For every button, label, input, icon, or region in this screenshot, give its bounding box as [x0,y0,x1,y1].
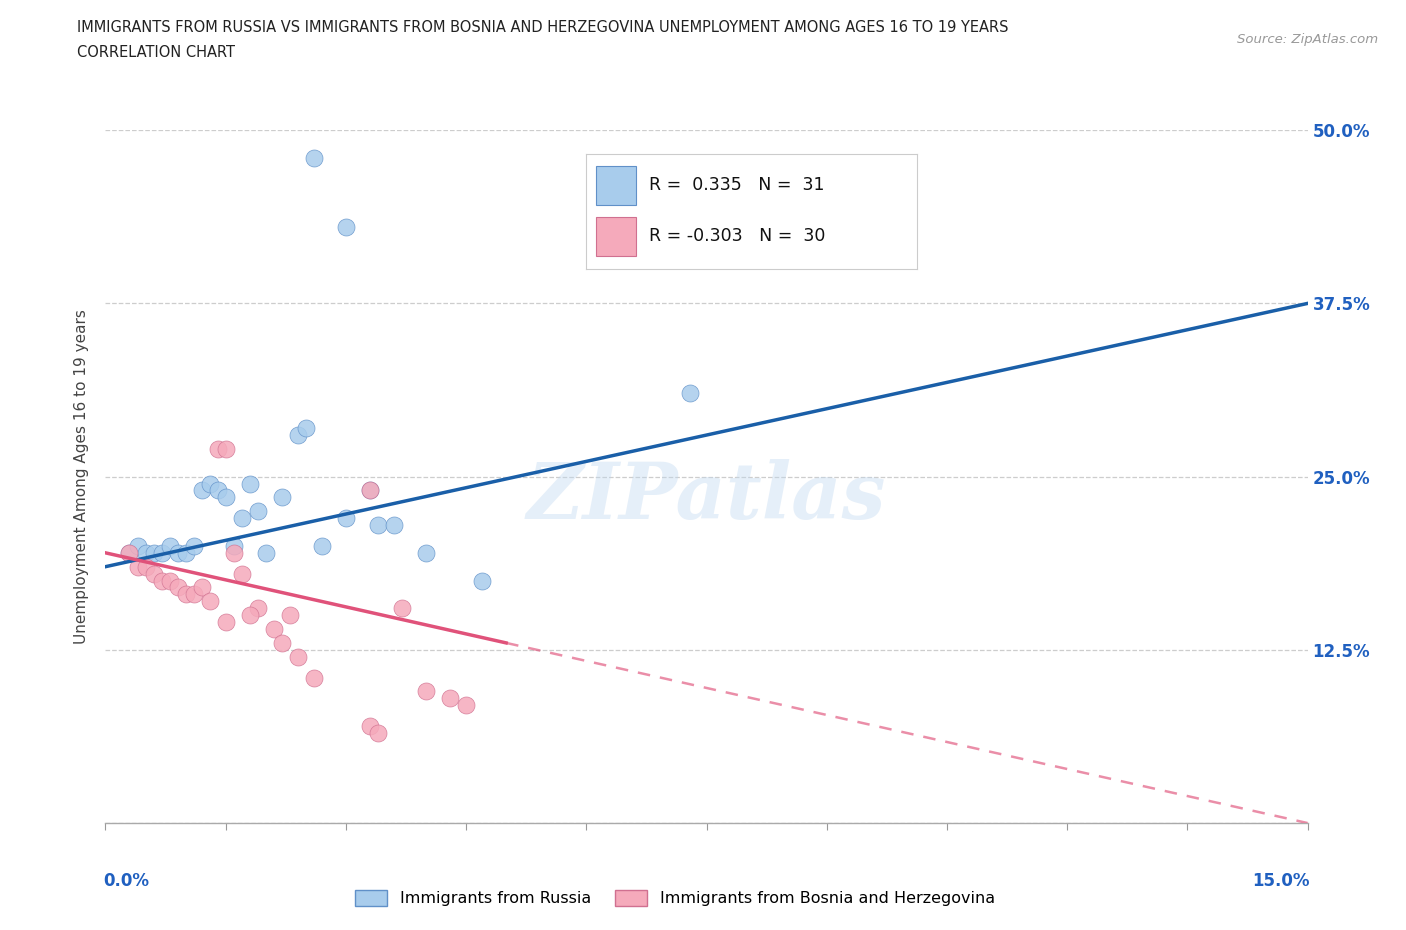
Point [415,684,437,698]
Point [166,545,188,560]
Point [166,580,188,595]
Point [382,518,405,533]
Point [270,635,292,650]
Point [454,698,477,712]
Point [142,545,165,560]
Point [118,545,141,560]
Text: IMMIGRANTS FROM RUSSIA VS IMMIGRANTS FROM BOSNIA AND HERZEGOVINA UNEMPLOYMENT AM: IMMIGRANTS FROM RUSSIA VS IMMIGRANTS FRO… [77,20,1010,35]
Point [302,151,325,166]
Point [415,545,437,560]
Point [127,559,149,574]
Point [246,601,269,616]
Point [207,483,229,498]
Point [183,587,205,602]
Point [231,511,253,525]
Text: 0.0%: 0.0% [103,871,149,890]
Point [239,476,262,491]
Text: Source: ZipAtlas.com: Source: ZipAtlas.com [1237,33,1378,46]
Point [150,545,173,560]
Point [214,442,236,457]
Point [359,483,381,498]
Point [311,538,333,553]
Point [335,511,357,525]
Y-axis label: Unemployment Among Ages 16 to 19 years: Unemployment Among Ages 16 to 19 years [75,309,90,644]
Point [287,649,309,664]
Text: R = -0.303   N =  30: R = -0.303 N = 30 [650,227,825,246]
Point [439,691,461,706]
Point [183,538,205,553]
Point [367,725,389,740]
Point [222,545,245,560]
Point [135,545,157,560]
Point [222,538,245,553]
Bar [596,166,636,205]
Point [198,594,221,609]
Point [359,719,381,734]
Point [190,580,212,595]
Point [135,559,157,574]
Point [254,545,277,560]
Point [471,573,494,588]
Point [359,483,381,498]
Point [174,545,197,560]
Point [207,442,229,457]
Point [278,608,301,623]
Text: 15.0%: 15.0% [1253,871,1310,890]
Point [287,428,309,443]
Point [214,490,236,505]
Point [159,538,181,553]
Point [246,504,269,519]
Point [142,566,165,581]
Text: R =  0.335   N =  31: R = 0.335 N = 31 [650,176,824,193]
Point [159,573,181,588]
Bar [596,218,636,256]
Point [118,545,141,560]
Point [127,538,149,553]
Point [391,601,413,616]
Point [214,615,236,630]
Point [198,476,221,491]
Text: CORRELATION CHART: CORRELATION CHART [77,45,235,60]
Point [295,420,318,435]
Point [679,386,702,401]
Point [150,573,173,588]
Point [302,671,325,685]
Point [263,621,285,636]
Point [239,608,262,623]
Legend: Immigrants from Russia, Immigrants from Bosnia and Herzegovina: Immigrants from Russia, Immigrants from … [349,884,1001,912]
Point [231,566,253,581]
Point [367,518,389,533]
Point [174,587,197,602]
Point [335,219,357,234]
Text: ZIPatlas: ZIPatlas [527,459,886,536]
Point [190,483,212,498]
Point [270,490,292,505]
